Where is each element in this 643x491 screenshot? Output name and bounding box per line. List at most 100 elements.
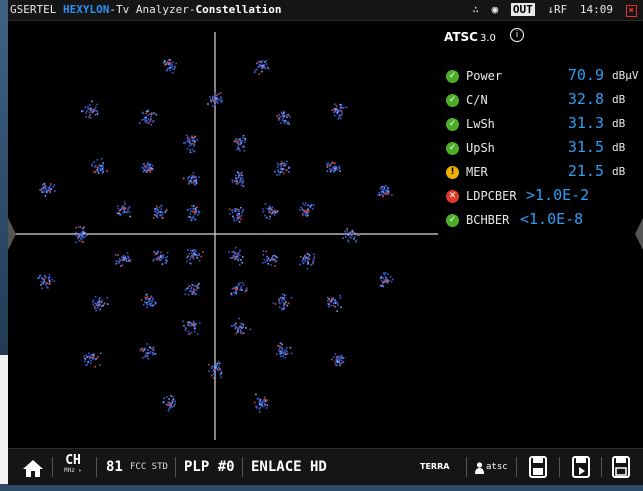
measurement-value: >1.0E-2: [526, 186, 590, 204]
constellation-cluster: [331, 103, 348, 120]
measurement-value: 21.5: [567, 162, 604, 180]
measurement-row-cn[interactable]: ✓ C/N 32.8 dB: [444, 90, 643, 112]
user-name[interactable]: atsc: [486, 462, 508, 472]
standard-logo-text: ATSC: [444, 30, 478, 44]
constellation-cluster: [262, 250, 278, 267]
channel-mode-button[interactable]: CH MHz ▸: [64, 453, 83, 479]
save-ts-icon[interactable]: [529, 455, 547, 478]
toolbar-divider: [466, 457, 467, 477]
constellation-cluster: [331, 353, 345, 367]
constellation-cluster: [182, 172, 201, 186]
analyzer-screen: GSERTEL HEXYLON-Tv Analyzer-Constellatio…: [8, 0, 643, 485]
stream-icon[interactable]: ◉: [491, 3, 499, 16]
constellation-cluster: [233, 134, 247, 152]
save-screenshot-icon[interactable]: [572, 455, 590, 478]
channel-number[interactable]: 81: [106, 459, 123, 475]
constellation-cluster: [140, 293, 157, 309]
constellation-plot[interactable]: [8, 20, 438, 450]
channel-mode-sub: MHz ▸: [64, 467, 83, 474]
measurement-unit: dB: [612, 117, 626, 130]
constellation-cluster: [326, 294, 342, 312]
network-icon[interactable]: ∴: [472, 3, 479, 16]
measurement-value: 32.8: [567, 90, 604, 108]
home-icon[interactable]: [22, 449, 43, 485]
constellation-cluster: [182, 320, 201, 336]
measurement-row-bchber[interactable]: ✓ BCHBER <1.0E-8: [444, 210, 643, 232]
save-data-icon[interactable]: [612, 455, 630, 478]
measurement-name: Power: [466, 69, 503, 83]
measurement-row-power[interactable]: ✓ Power 70.9 dBµV: [444, 66, 643, 88]
input-indicator: ↓RF: [547, 3, 568, 16]
constellation-cluster: [379, 272, 394, 288]
constellation-cluster: [231, 171, 245, 187]
constellation-cluster: [152, 204, 168, 219]
left-drawer-handle[interactable]: [8, 218, 16, 250]
toolbar-divider: [96, 457, 97, 477]
channel-standard[interactable]: FCC STD: [130, 462, 168, 472]
constellation-cluster: [299, 252, 316, 270]
device-bezel: [0, 0, 8, 484]
toolbar-divider: [516, 457, 517, 477]
title-separator: -: [188, 3, 196, 16]
status-ok-icon: ✓: [446, 70, 459, 83]
link-name[interactable]: ENLACE HD: [251, 459, 327, 475]
status-warning-icon: !: [446, 166, 459, 179]
constellation-cluster: [342, 227, 360, 243]
constellation-cluster: [230, 317, 252, 335]
constellation-cluster: [116, 201, 131, 218]
measurement-value: <1.0E-8: [520, 210, 584, 228]
constellation-cluster: [91, 157, 108, 175]
constellation-cluster: [141, 161, 154, 173]
constellation-cluster: [253, 393, 269, 413]
constellation-cluster: [39, 182, 56, 197]
constellation-cluster: [162, 395, 176, 412]
title-bar: GSERTEL HEXYLON-Tv Analyzer-Constellatio…: [8, 0, 643, 21]
status-ok-icon: ✓: [446, 118, 459, 131]
right-drawer-handle[interactable]: [635, 218, 643, 250]
title-separator: -: [109, 3, 116, 16]
measurement-name: BCHBER: [466, 213, 510, 227]
constellation-cluster: [228, 246, 244, 266]
plp-selector[interactable]: PLP #0: [184, 459, 235, 475]
measurement-row-ldpcber[interactable]: ✕ LDPCBER >1.0E-2: [444, 186, 643, 208]
standard-logo: ATSC 3.0: [444, 30, 496, 44]
terra-button[interactable]: TERRA: [420, 449, 449, 485]
info-icon[interactable]: i: [510, 28, 524, 42]
model-name: HEXYLON: [62, 3, 110, 16]
constellation-cluster: [138, 109, 158, 126]
app-name: Tv Analyzer: [115, 3, 189, 16]
constellation-cluster: [81, 100, 99, 119]
constellation-cluster: [230, 282, 248, 296]
toolbar-divider: [242, 457, 243, 477]
measurement-row-upsh[interactable]: ✓ UpSh 31.5 dB: [444, 138, 643, 160]
standard-version: 3.0: [480, 33, 496, 44]
constellation-cluster: [253, 59, 270, 75]
measurement-unit: dB: [612, 93, 626, 106]
constellation-cluster: [208, 361, 223, 379]
user-icon[interactable]: [475, 449, 484, 485]
constellation-cluster: [83, 352, 102, 368]
measurement-name: UpSh: [466, 141, 495, 155]
constellation-cluster: [273, 160, 291, 176]
measurement-row-mer[interactable]: ! MER 21.5 dB: [444, 162, 643, 184]
measurement-row-lwsh[interactable]: ✓ LwSh 31.3 dB: [444, 114, 643, 136]
background-area: [0, 355, 8, 484]
constellation-cluster: [183, 134, 198, 153]
constellation-cluster: [139, 343, 157, 360]
bottom-toolbar: CH MHz ▸ 81 FCC STD PLP #0 ENLACE HD TER…: [8, 448, 643, 485]
measurement-unit: dB: [612, 165, 626, 178]
constellation-cluster: [326, 161, 341, 173]
constellation-cluster: [299, 202, 315, 217]
measurement-name: LwSh: [466, 117, 495, 131]
vendor-name: GSERTEL: [10, 3, 57, 16]
status-ok-icon: ✓: [446, 142, 459, 155]
constellation-cluster: [228, 206, 244, 223]
toolbar-divider: [52, 457, 53, 477]
measurement-unit: dBµV: [612, 69, 639, 82]
clock: 14:09: [579, 3, 613, 16]
channel-mode-label: CH: [65, 453, 81, 468]
output-badge[interactable]: OUT: [510, 3, 535, 16]
constellation-cluster: [184, 282, 200, 296]
status-area: ∴ ◉ OUT ↓RF 14:09 ✖: [466, 0, 637, 21]
measurement-name: C/N: [466, 93, 488, 107]
